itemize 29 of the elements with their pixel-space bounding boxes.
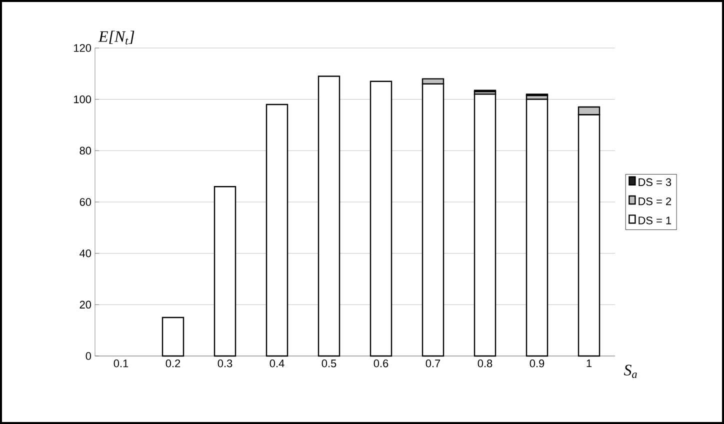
legend-label: DS = 2	[638, 197, 672, 206]
x-axis-title: S$_{a}$	[624, 364, 637, 378]
y-tick-label: 20	[80, 300, 92, 309]
x-tick-label: 0.6	[374, 360, 388, 368]
x-tick-label: 0.9	[530, 360, 544, 368]
x-tick-label: 0.1	[114, 360, 128, 368]
bar	[318, 76, 340, 357]
x-tick-label: 0.8	[478, 360, 492, 368]
x-tick-label: 1	[586, 360, 592, 368]
legend-label: DS = 3	[638, 178, 672, 186]
y-tick-label: 120	[74, 44, 92, 52]
legend-label: DS = 1	[638, 216, 672, 224]
x-tick-label: 0.5	[322, 360, 336, 368]
y-tick-label: 100	[74, 95, 92, 104]
bar	[214, 186, 236, 357]
x-tick-label: 0.2	[166, 360, 180, 368]
bar	[266, 104, 288, 357]
x-tick-label: 0.4	[270, 360, 284, 368]
y-tick-label: 60	[80, 198, 92, 206]
y-tick-label: 80	[80, 146, 92, 155]
x-tick-label: 0.3	[218, 360, 232, 368]
y-tick-label: 0	[86, 352, 92, 360]
bar	[370, 80, 392, 357]
bar	[474, 94, 496, 357]
x-tick-label: 0.7	[426, 360, 440, 368]
y-axis-title: E[N$_{t}$]	[98, 30, 134, 44]
bar	[162, 316, 184, 357]
y-tick-label: 40	[80, 249, 92, 258]
bar	[526, 98, 548, 357]
